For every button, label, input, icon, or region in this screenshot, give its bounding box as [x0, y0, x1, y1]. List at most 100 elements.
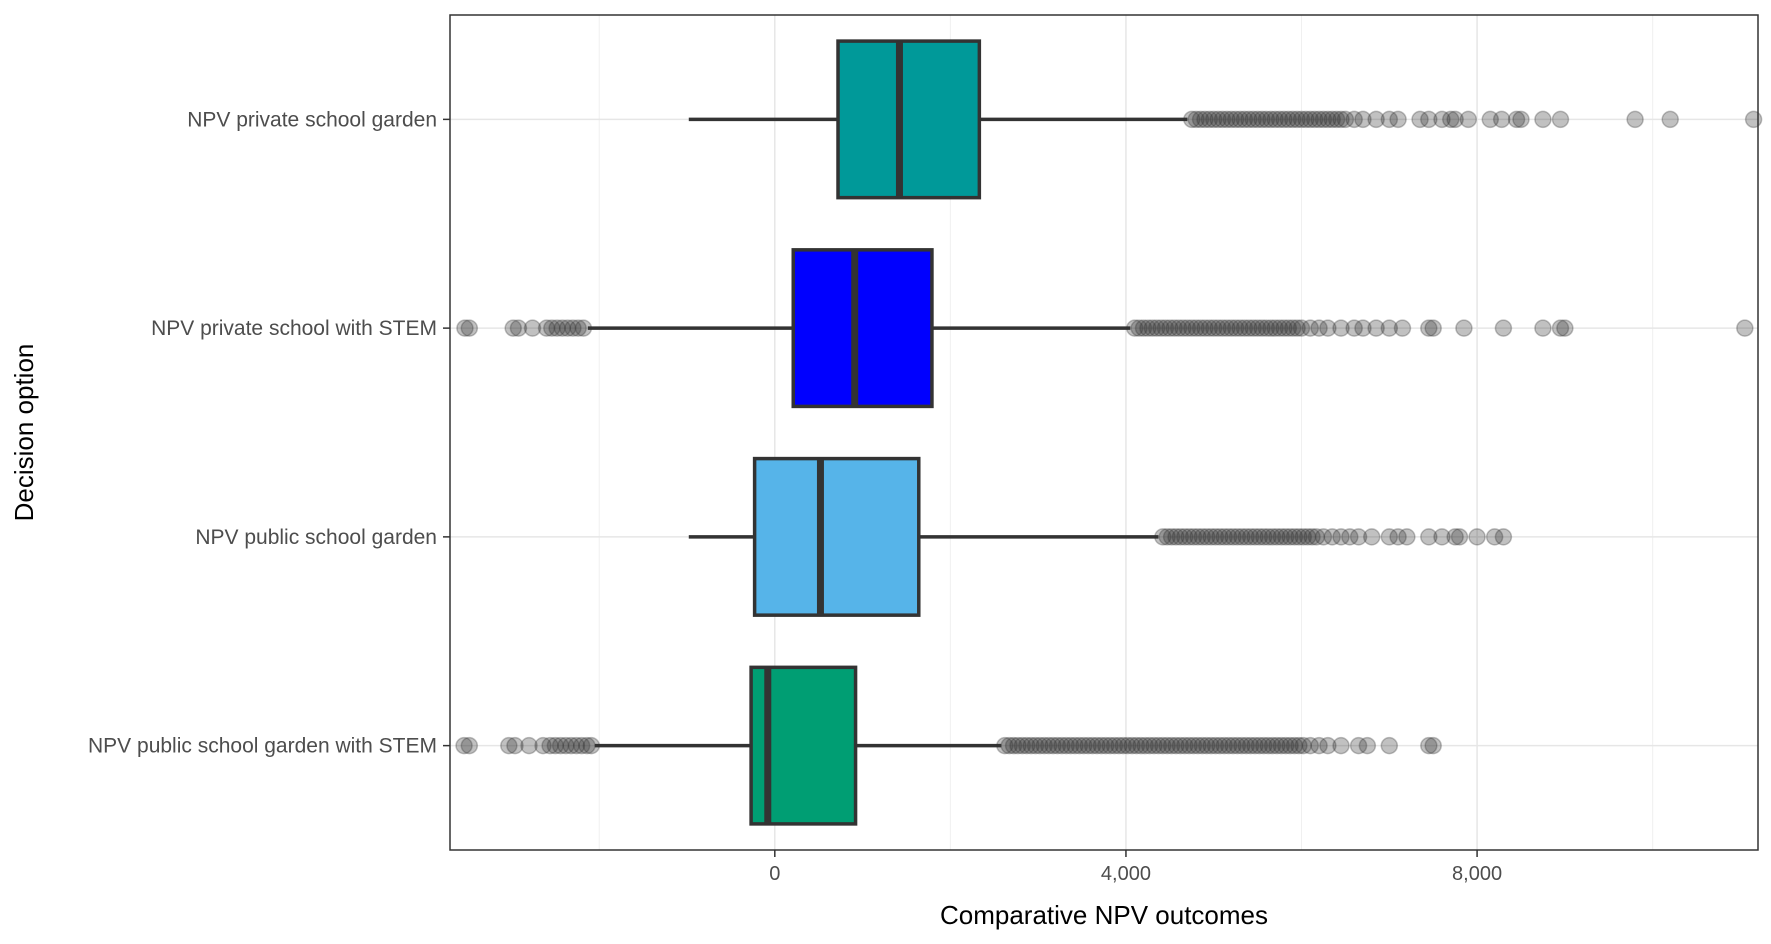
- outlier-point: [1420, 736, 1438, 755]
- outlier-point: [564, 319, 582, 337]
- category-label: NPV public school garden with STEM: [88, 735, 437, 758]
- outlier-point: [1534, 319, 1552, 337]
- outlier-point: [1420, 319, 1438, 337]
- outlier-point: [1262, 110, 1280, 129]
- outlier-point: [1193, 528, 1212, 546]
- outlier-point: [1110, 736, 1128, 755]
- outlier-point: [1485, 528, 1504, 546]
- x-tick-label: 4,000: [1101, 863, 1151, 885]
- outlier-point: [1292, 319, 1311, 337]
- outlier-point: [1180, 528, 1198, 546]
- category-label: NPV private school with STEM: [151, 317, 437, 340]
- outlier-point: [1420, 110, 1438, 129]
- outlier-point: [1314, 110, 1333, 129]
- outlier-point: [1197, 528, 1216, 546]
- outlier-point: [1206, 528, 1225, 546]
- outlier-point: [1367, 110, 1385, 129]
- outlier-point: [1053, 736, 1071, 755]
- outlier-point: [1191, 319, 1210, 337]
- outlier-point: [1184, 528, 1203, 546]
- outlier-point: [1290, 736, 1308, 755]
- outlier-point: [1187, 319, 1205, 337]
- outlier-point: [1276, 736, 1295, 755]
- outlier-point: [1197, 736, 1216, 755]
- outlier-point: [578, 736, 596, 755]
- outlier-point: [1162, 736, 1181, 755]
- outlier-point: [1083, 736, 1102, 755]
- outlier-point: [1270, 110, 1289, 129]
- outlier-point: [1288, 110, 1306, 129]
- outlier-point: [1244, 319, 1262, 337]
- outlier-point: [1551, 110, 1570, 129]
- outlier-point: [1626, 110, 1644, 129]
- outlier-point: [1332, 319, 1350, 337]
- outlier-point: [1259, 528, 1277, 546]
- outlier-point: [1202, 528, 1220, 546]
- outlier-point: [1354, 110, 1372, 129]
- outlier-point: [1134, 319, 1153, 337]
- outlier-point: [1288, 319, 1306, 337]
- outlier-point: [1241, 528, 1260, 546]
- outlier-point: [1240, 319, 1258, 337]
- outlier-point: [1283, 110, 1302, 129]
- outlier-point: [1272, 736, 1291, 755]
- outlier-point: [548, 319, 566, 337]
- outlier-point: [1206, 736, 1225, 755]
- outlier-point: [558, 319, 577, 337]
- outlier-point: [1272, 528, 1291, 546]
- outlier-point: [1481, 110, 1500, 129]
- outlier-point: [1231, 110, 1249, 129]
- outlier-point: [1420, 528, 1438, 546]
- outlier-point: [1450, 528, 1469, 546]
- outlier-point: [1744, 110, 1763, 129]
- outlier-point: [1125, 319, 1144, 337]
- outlier-point: [1158, 736, 1176, 755]
- outlier-point: [1276, 528, 1295, 546]
- outlier-point: [1017, 736, 1036, 755]
- box: [791, 248, 934, 409]
- outlier-point: [1257, 110, 1276, 129]
- outlier-point: [1446, 528, 1464, 546]
- outlier-point: [520, 736, 538, 755]
- outlier-point: [1283, 319, 1302, 337]
- outlier-point: [537, 319, 556, 337]
- outlier-point: [1149, 736, 1168, 755]
- outlier-point: [1161, 319, 1179, 337]
- outlier-point: [1661, 110, 1679, 129]
- outlier-point: [1215, 528, 1234, 546]
- outlier-point: [1290, 528, 1308, 546]
- outlier-point: [1281, 736, 1299, 755]
- outlier-point: [1088, 736, 1106, 755]
- outlier-point: [1323, 528, 1341, 546]
- outlier-point: [1167, 528, 1185, 546]
- box: [836, 39, 982, 200]
- outlier-point: [1512, 110, 1530, 129]
- outlier-point: [1345, 110, 1363, 129]
- outlier-point: [1222, 110, 1241, 129]
- outlier-point: [1319, 319, 1337, 337]
- outlier-point: [1507, 110, 1526, 129]
- outlier-point: [1389, 110, 1407, 129]
- outlier-point: [1468, 528, 1486, 546]
- outlier-point: [1494, 528, 1513, 546]
- outlier-point: [1253, 110, 1271, 129]
- outlier-point: [1292, 110, 1311, 129]
- outlier-point: [1226, 110, 1245, 129]
- outlier-point: [1241, 736, 1260, 755]
- outlier-point: [1297, 110, 1315, 129]
- outlier-point: [1433, 528, 1451, 546]
- outlier-point: [1250, 736, 1269, 755]
- outlier-point: [1044, 736, 1062, 755]
- outlier-point: [1380, 528, 1399, 546]
- outlier-point: [1092, 736, 1111, 755]
- outlier-point: [1459, 110, 1478, 129]
- outlier-point: [1235, 110, 1254, 129]
- outlier-point: [1158, 528, 1176, 546]
- outlier-point: [1393, 319, 1412, 337]
- outlier-point: [500, 736, 518, 755]
- outlier-point: [1176, 736, 1194, 755]
- outlier-point: [1314, 528, 1333, 546]
- outlier-point: [1031, 736, 1049, 755]
- outlier-point: [1380, 319, 1399, 337]
- category-label: NPV private school garden: [187, 108, 437, 131]
